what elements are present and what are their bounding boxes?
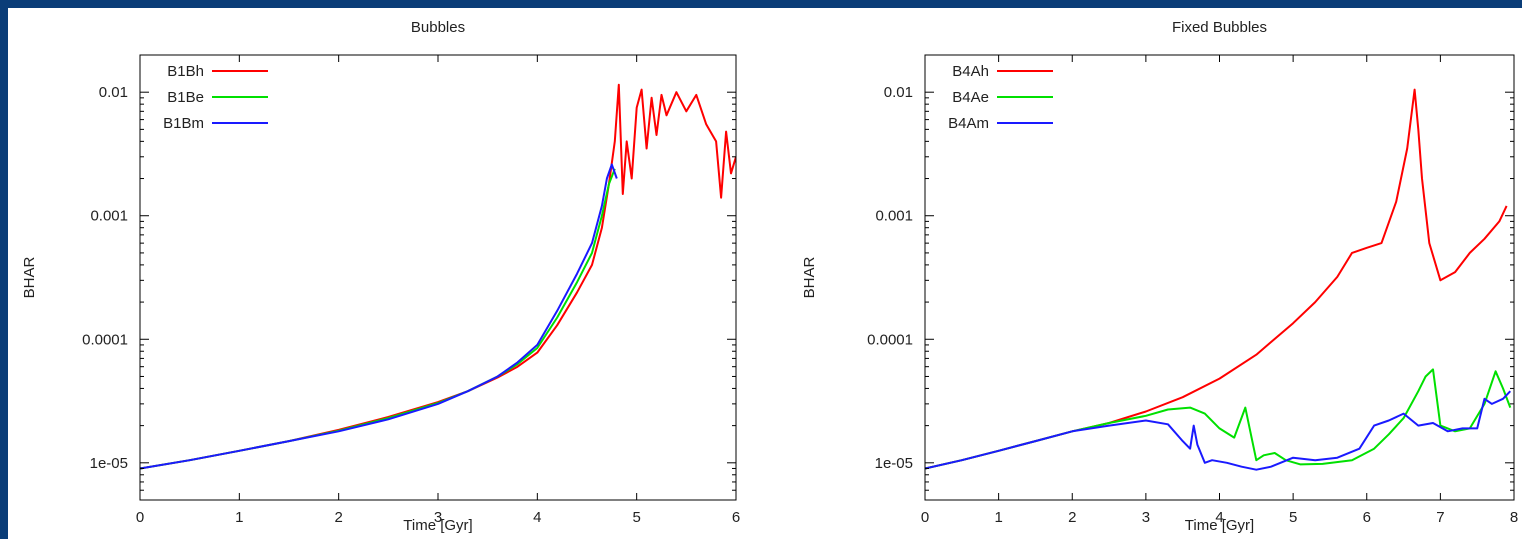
legend-label-b1be: B1Be (167, 89, 204, 106)
y-axis-label: BHAR (801, 257, 818, 299)
x-tick-label: 5 (632, 509, 640, 526)
y-tick-label: 0.01 (884, 84, 913, 101)
x-tick-label: 0 (136, 509, 144, 526)
legend: B1Bh B1Be B1Bm (163, 63, 268, 132)
x-tick-label: 1 (235, 509, 243, 526)
figure-panel: Bubbles 0 1 2 3 4 5 6 0.01 0.001 0.0001 1e-05 Time [… (8, 8, 1522, 539)
y-tick-label: 0.0001 (82, 331, 128, 348)
series-line-b1bm (140, 163, 618, 470)
x-tick-label: 3 (434, 509, 442, 526)
x-axis-label: Time [Gyr] (403, 517, 472, 534)
x-axis-label: Time [Gyr] (1185, 517, 1254, 534)
chart-title: Bubbles (411, 19, 465, 36)
y-tick-label: 1e-05 (90, 455, 128, 472)
series-line-b1bh (140, 83, 736, 470)
x-tick-label: 8 (1510, 509, 1518, 526)
x-tick-label: 2 (1068, 509, 1076, 526)
series-line-b1be (140, 168, 616, 470)
x-tick-label: 5 (1289, 509, 1297, 526)
series-line-b4ae (925, 368, 1512, 470)
x-tick-label: 3 (1142, 509, 1150, 526)
y-tick-label: 0.001 (875, 208, 913, 225)
plot-frame (924, 54, 1515, 501)
legend: B4Ah B4Ae B4Am (948, 63, 1053, 132)
x-tick-label: 0 (921, 509, 929, 526)
x-tick-label: 1 (994, 509, 1002, 526)
series-line-b4ah (925, 88, 1508, 470)
x-tick-label: 4 (533, 509, 541, 526)
y-axis-label: BHAR (21, 257, 38, 299)
x-tick-label: 6 (1363, 509, 1371, 526)
y-tick-label: 1e-05 (875, 455, 913, 472)
series-group (140, 83, 736, 470)
y-tick-label: 0.0001 (867, 331, 913, 348)
series-group (925, 88, 1512, 471)
legend-label-b4ae: B4Ae (952, 89, 989, 106)
chart-title: Fixed Bubbles (1172, 19, 1267, 36)
y-tick-label: 0.001 (90, 208, 128, 225)
legend-label-b1bh: B1Bh (167, 63, 204, 80)
legend-label-b1bm: B1Bm (163, 115, 204, 132)
x-tick-label: 7 (1436, 509, 1444, 526)
x-tick-label: 2 (334, 509, 342, 526)
series-line-b4am (925, 390, 1512, 471)
x-tick-label: 4 (1215, 509, 1223, 526)
legend-label-b4ah: B4Ah (952, 63, 989, 80)
x-tick-label: 6 (732, 509, 740, 526)
legend-label-b4am: B4Am (948, 115, 989, 132)
plot-frame (139, 54, 737, 501)
chart-fixed-bubbles: Fixed Bubbles 0 1 2 3 4 5 6 7 8 0.01 0.001 0.0001 1e-… (801, 19, 1518, 534)
y-tick-label: 0.01 (99, 84, 128, 101)
chart-bubbles: Bubbles 0 1 2 3 4 5 6 0.01 0.001 0.0001 1e-05 Time [… (21, 19, 740, 534)
